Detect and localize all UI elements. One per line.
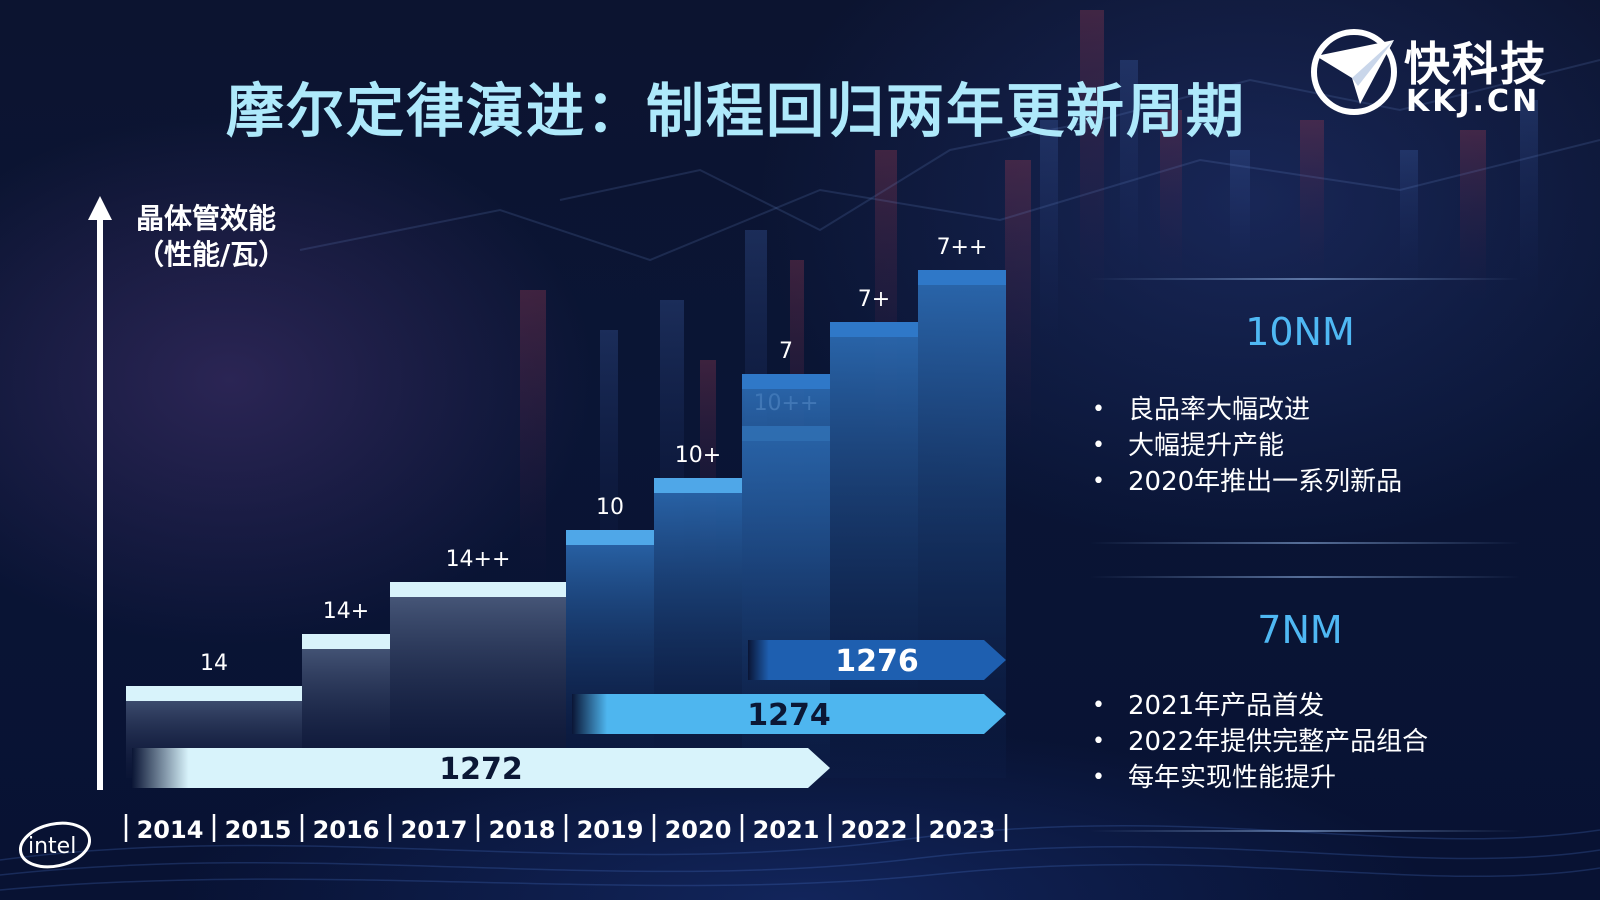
x-axis-years: 2014 2015 2016 2017 2018 2019 2020 2021 2022 2023 [124, 814, 1008, 844]
node-step-cap [830, 322, 918, 337]
list-item-text: 大幅提升产能 [1128, 431, 1285, 461]
x-tick-label: 2021 [753, 816, 820, 844]
x-tick-label: 2022 [841, 816, 908, 844]
x-tick-label: 2023 [929, 816, 996, 844]
arrow-fade [748, 640, 981, 680]
node-step-10: 10 [566, 495, 654, 778]
panel-divider [1090, 542, 1520, 544]
y-axis-label-line-2: （性能/瓦） [136, 238, 286, 271]
node-step-cap [126, 686, 302, 701]
arrow-fade [132, 748, 761, 788]
list-item-text: 2022年提供完整产品组合 [1128, 727, 1429, 757]
logo-text-cn: 快科技 [1404, 37, 1548, 91]
node-step-body [566, 530, 654, 778]
list-item: • 2020年推出一系列新品 [1090, 464, 1402, 500]
intel-logo: intel [18, 821, 92, 869]
list-item-text: 良品率大幅改进 [1128, 395, 1311, 425]
bullet-icon: • [1092, 729, 1105, 754]
node-label: 7+ [858, 287, 890, 312]
node-step-body [918, 270, 1006, 778]
node-label: 10 [596, 495, 624, 520]
panel-list-7nm: • 2021年产品首发 • 2022年提供完整产品组合 • 每年实现性能提升 [1090, 688, 1428, 796]
node-label: 7++ [937, 235, 988, 260]
node-label: 14++ [446, 547, 511, 572]
node-step-cap [390, 582, 566, 597]
node-label: 14 [200, 651, 228, 676]
arrow-label: 1274 [747, 698, 831, 733]
arrow-1274: 1274 [572, 694, 1006, 734]
node-step-14++: 14++ [390, 547, 566, 778]
node-label: 10+ [675, 443, 721, 468]
x-tick-label: 2019 [577, 816, 644, 844]
arrow-fade [572, 694, 963, 734]
list-item: • 大幅提升产能 [1090, 428, 1402, 464]
background-floor-waves [0, 824, 1600, 891]
bullet-icon: • [1092, 765, 1105, 790]
panel-divider [1090, 830, 1520, 832]
intel-logo-text: intel [28, 834, 76, 859]
x-tick-label: 2017 [401, 816, 468, 844]
list-item: • 2021年产品首发 [1090, 688, 1428, 724]
list-item: • 每年实现性能提升 [1090, 760, 1428, 796]
list-item-text: 2020年推出一系列新品 [1128, 467, 1403, 497]
y-axis-arrowhead [88, 196, 112, 220]
bullet-icon: • [1092, 433, 1105, 458]
panel-divider [1090, 576, 1520, 578]
paper-plane-icon [1311, 29, 1397, 115]
node-step-cap [302, 634, 390, 649]
node-step-cap [742, 374, 830, 389]
arrow-1276: 1276 [748, 640, 1006, 680]
node-step-cap [918, 270, 1006, 285]
node-label: 14+ [323, 599, 369, 624]
node-step-body [390, 582, 566, 778]
bullet-icon: • [1092, 469, 1105, 494]
panel-heading-7nm: 7NM [1257, 608, 1343, 652]
x-tick-label: 2018 [489, 816, 556, 844]
x-tick-label: 2015 [225, 816, 292, 844]
y-axis-label-line-1: 晶体管效能 [136, 202, 276, 235]
list-item: • 良品率大幅改进 [1090, 392, 1402, 428]
node-step-cap [566, 530, 654, 545]
panel-list-10nm: • 良品率大幅改进 • 大幅提升产能 • 2020年推出一系列新品 [1090, 392, 1402, 500]
bullet-icon: • [1092, 397, 1105, 422]
x-tick-label: 2014 [137, 816, 204, 844]
node-step-7++: 7++ [918, 235, 1006, 778]
slide-title: 摩尔定律演进：制程回归两年更新周期 [226, 77, 1247, 145]
roadmap-panel: 10NM • 良品率大幅改进 • 大幅提升产能 • 2020年推出一系列新品 7NM … [1090, 270, 1550, 850]
arrow-1272: 1272 [132, 748, 830, 788]
list-item-text: 2021年产品首发 [1128, 691, 1325, 721]
kkj-logo: 快科技 KKJ.CN [1308, 22, 1578, 122]
x-tick-label: 2020 [665, 816, 732, 844]
panel-heading-10nm: 10NM [1245, 310, 1355, 354]
arrow-label: 1272 [439, 752, 523, 787]
list-item-text: 每年实现性能提升 [1128, 763, 1337, 793]
node-label: 7 [779, 339, 793, 364]
bullet-icon: • [1092, 693, 1105, 718]
node-step-cap [654, 478, 742, 493]
y-axis: 晶体管效能 （性能/瓦） [88, 196, 286, 790]
logo-text-en: KKJ.CN [1406, 84, 1541, 119]
list-item: • 2022年提供完整产品组合 [1090, 724, 1428, 760]
arrow-label: 1276 [835, 644, 919, 679]
x-tick-label: 2016 [313, 816, 380, 844]
panel-divider [1090, 278, 1520, 280]
